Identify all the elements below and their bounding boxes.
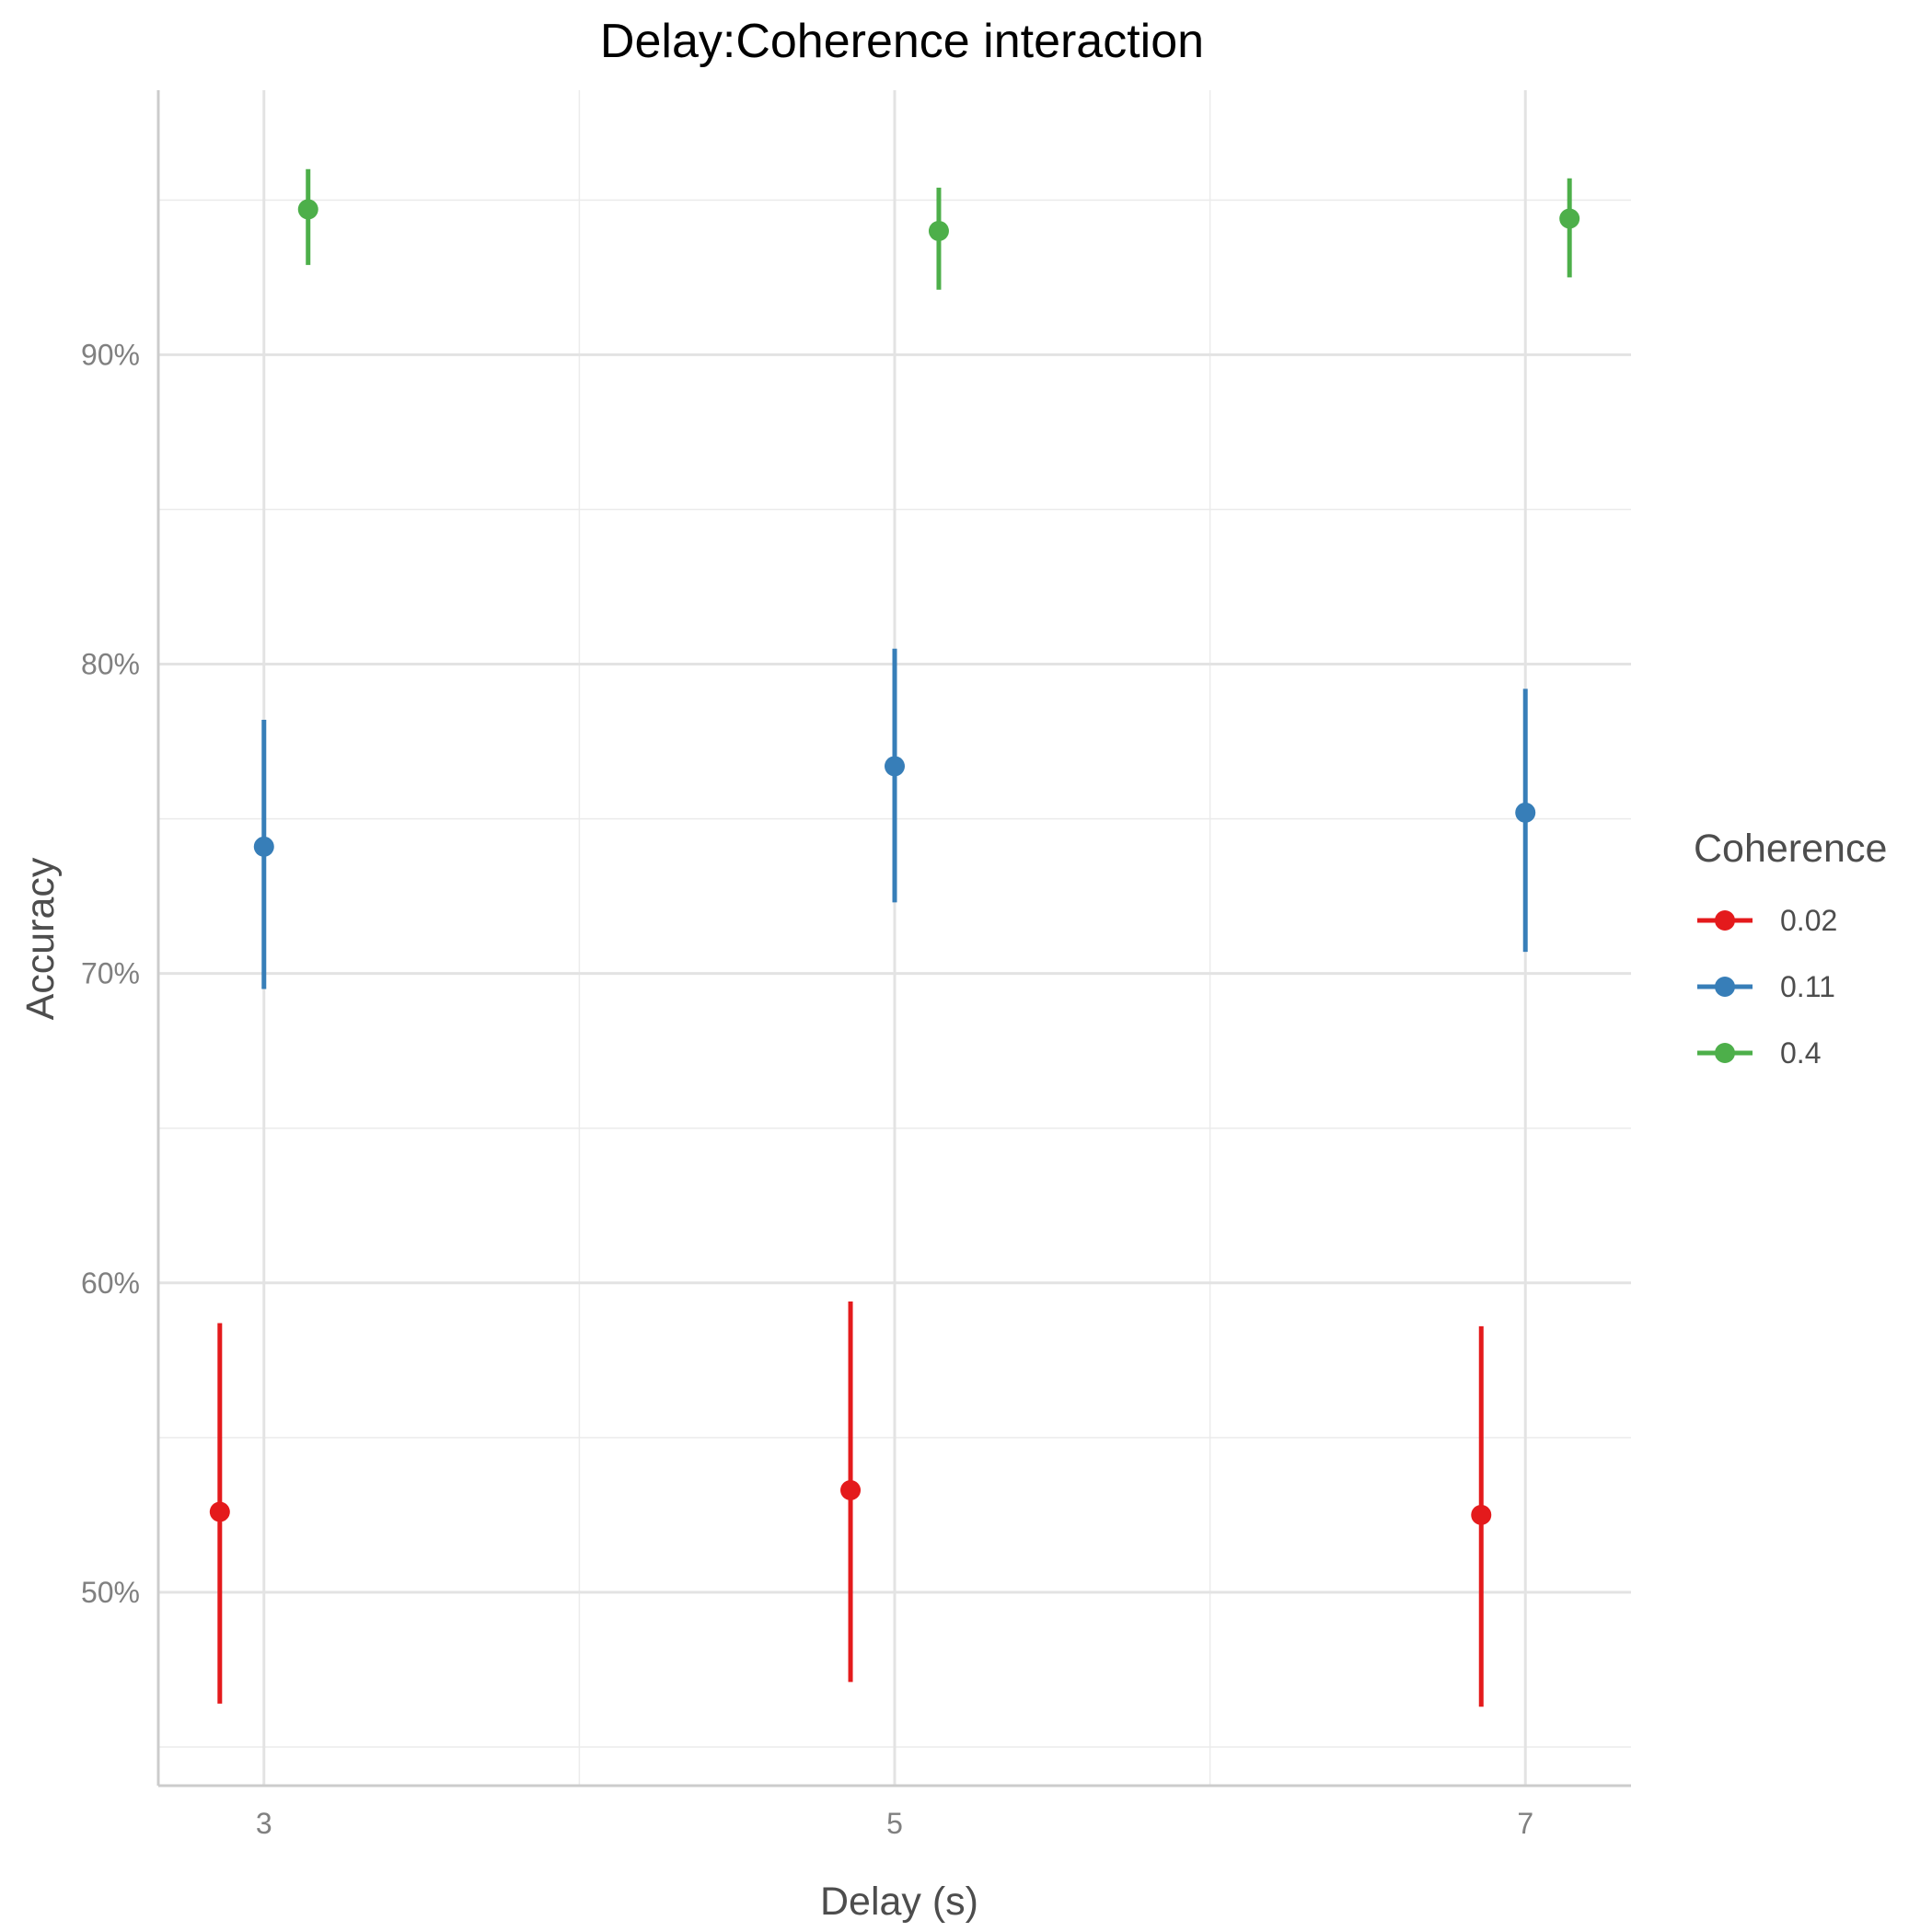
point-0.4	[928, 220, 949, 241]
x-tick-label: 3	[256, 1807, 272, 1840]
x-axis-title: Delay (s)	[820, 1880, 978, 1924]
chart-title: Delay:Coherence interaction	[600, 15, 1204, 68]
legend-title: Coherence	[1694, 827, 1887, 871]
point-0.02	[840, 1479, 862, 1500]
y-tick-label: 90%	[81, 338, 140, 371]
point-0.4	[1559, 208, 1580, 229]
point-0.11	[885, 756, 905, 777]
point-0.02	[209, 1501, 230, 1522]
legend-label: 0.4	[1780, 1036, 1821, 1070]
legend-label: 0.02	[1780, 904, 1837, 937]
legend-key-point	[1715, 977, 1735, 997]
y-tick-label: 70%	[81, 957, 140, 990]
point-0.11	[1515, 802, 1536, 823]
y-axis-title: Accuracy	[18, 857, 63, 1020]
axes	[156, 90, 1631, 1787]
tick-labels: 50% 60% 70% 80% 90% 3 5 7	[81, 338, 1533, 1840]
point-0.11	[253, 836, 274, 857]
y-tick-label: 50%	[81, 1576, 140, 1609]
x-tick-label: 5	[886, 1807, 903, 1840]
y-tick-label: 80%	[81, 648, 140, 681]
legend-key-point	[1715, 910, 1735, 931]
point-0.4	[297, 199, 318, 220]
point-0.02	[1471, 1504, 1492, 1525]
legend-key-point	[1715, 1043, 1735, 1063]
x-tick-label: 7	[1517, 1807, 1533, 1840]
grid-major	[158, 90, 1631, 1786]
y-tick-label: 60%	[81, 1267, 140, 1300]
legend-label: 0.11	[1780, 970, 1835, 1003]
legend-items: 0.02 0.11 0.4	[1697, 904, 1837, 1070]
legend: Coherence 0.02 0.11 0.4	[1694, 827, 1887, 1070]
data-marks	[209, 168, 1580, 1707]
